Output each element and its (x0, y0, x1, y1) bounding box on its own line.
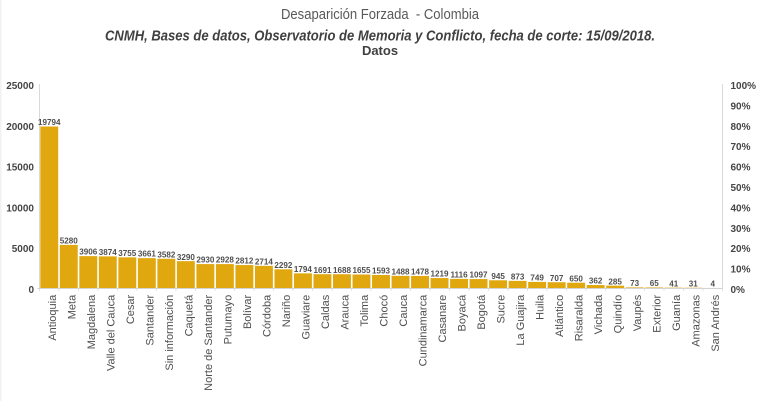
svg-text:1116: 1116 (450, 270, 468, 279)
svg-text:Atlántico: Atlántico (554, 295, 566, 337)
svg-text:1593: 1593 (372, 267, 391, 276)
svg-text:Arauca: Arauca (339, 294, 351, 330)
svg-text:41: 41 (669, 279, 679, 288)
svg-text:707: 707 (550, 274, 564, 283)
svg-text:Huila: Huila (535, 294, 547, 320)
svg-text:0: 0 (28, 285, 34, 296)
svg-text:Bolívar: Bolívar (242, 294, 254, 329)
svg-text:Magdalena: Magdalena (86, 294, 98, 349)
svg-text:15000: 15000 (6, 163, 34, 174)
svg-text:1691: 1691 (313, 266, 332, 275)
svg-text:0%: 0% (731, 285, 746, 296)
svg-text:Santander: Santander (144, 294, 156, 345)
svg-text:San Andrés: San Andrés (710, 294, 722, 351)
svg-text:Putumayo: Putumayo (222, 295, 234, 345)
svg-text:Tolima: Tolima (359, 294, 371, 327)
svg-text:Quindío: Quindío (613, 295, 625, 334)
svg-text:Datos: Datos (362, 43, 398, 58)
svg-text:Casanare: Casanare (437, 295, 449, 343)
svg-text:90%: 90% (731, 101, 751, 112)
svg-text:80%: 80% (731, 122, 751, 133)
svg-text:Meta: Meta (66, 294, 78, 319)
svg-text:Caldas: Caldas (320, 294, 332, 329)
svg-text:20000: 20000 (6, 122, 34, 133)
svg-text:Cauca: Cauca (398, 294, 410, 327)
svg-text:Caquetá: Caquetá (183, 294, 195, 336)
svg-text:Sin información: Sin información (164, 295, 176, 371)
svg-text:50%: 50% (731, 183, 751, 194)
svg-text:Sucre: Sucre (496, 295, 508, 324)
svg-text:Vichada: Vichada (593, 294, 605, 334)
svg-text:2812: 2812 (235, 257, 254, 266)
svg-text:Guanía: Guanía (671, 294, 683, 331)
svg-text:285: 285 (608, 277, 622, 286)
svg-text:1488: 1488 (392, 267, 411, 276)
svg-text:3661: 3661 (138, 250, 157, 259)
svg-text:3290: 3290 (177, 253, 196, 262)
svg-text:650: 650 (569, 274, 583, 283)
svg-text:70%: 70% (731, 142, 751, 153)
svg-text:3874: 3874 (99, 248, 118, 257)
svg-text:3755: 3755 (118, 249, 137, 258)
svg-text:100%: 100% (731, 81, 757, 92)
svg-text:3906: 3906 (79, 248, 98, 257)
svg-text:1655: 1655 (352, 266, 371, 275)
svg-text:Vaupés: Vaupés (632, 294, 644, 331)
svg-text:2714: 2714 (255, 257, 274, 266)
svg-text:65: 65 (650, 279, 660, 288)
svg-text:3582: 3582 (157, 250, 176, 259)
svg-text:1794: 1794 (294, 265, 313, 274)
svg-text:73: 73 (630, 279, 640, 288)
svg-text:10%: 10% (731, 265, 751, 276)
svg-text:Amazonas: Amazonas (691, 294, 703, 346)
svg-text:31: 31 (689, 279, 699, 288)
svg-text:60%: 60% (731, 163, 751, 174)
svg-text:Cesar: Cesar (125, 294, 137, 324)
svg-text:Chocó: Chocó (379, 295, 391, 327)
svg-text:4: 4 (710, 280, 715, 289)
svg-text:19794: 19794 (38, 118, 61, 127)
svg-text:CNMH, Bases de datos, Observat: CNMH, Bases de datos, Observatorio de Me… (105, 28, 655, 44)
svg-text:2292: 2292 (274, 261, 293, 270)
svg-text:2928: 2928 (216, 256, 235, 265)
svg-text:10000: 10000 (6, 203, 34, 214)
svg-text:5000: 5000 (12, 244, 35, 255)
svg-text:Nariño: Nariño (281, 295, 293, 327)
svg-text:945: 945 (491, 272, 505, 281)
svg-text:20%: 20% (731, 244, 751, 255)
svg-text:1688: 1688 (333, 266, 352, 275)
svg-text:1219: 1219 (431, 270, 450, 279)
svg-text:30%: 30% (731, 224, 751, 235)
svg-text:25000: 25000 (6, 81, 34, 92)
svg-text:1478: 1478 (411, 268, 430, 277)
svg-text:Norte de Santander: Norte de Santander (203, 294, 215, 390)
svg-text:Valle del Cauca: Valle del Cauca (105, 294, 117, 371)
svg-text:40%: 40% (731, 203, 751, 214)
svg-text:873: 873 (511, 272, 525, 281)
svg-text:La Guajira: La Guajira (515, 294, 527, 346)
svg-text:2930: 2930 (196, 256, 215, 265)
svg-text:Guaviare: Guaviare (300, 295, 312, 340)
svg-text:Antioquia: Antioquia (47, 294, 59, 341)
svg-text:Risaralda: Risaralda (574, 294, 586, 341)
svg-text:Bogotá: Bogotá (476, 294, 488, 330)
svg-text:Boyacá: Boyacá (457, 294, 469, 332)
svg-text:Córdoba: Córdoba (261, 294, 273, 337)
svg-text:362: 362 (589, 277, 603, 286)
svg-text:5280: 5280 (60, 237, 79, 246)
svg-text:749: 749 (530, 273, 544, 282)
svg-text:1097: 1097 (470, 271, 489, 280)
svg-text:Desaparición Forzada - Colomb: Desaparición Forzada - Colombia (281, 7, 480, 23)
svg-text:Cundinamarca: Cundinamarca (418, 294, 430, 366)
svg-text:Exterior: Exterior (652, 294, 664, 332)
